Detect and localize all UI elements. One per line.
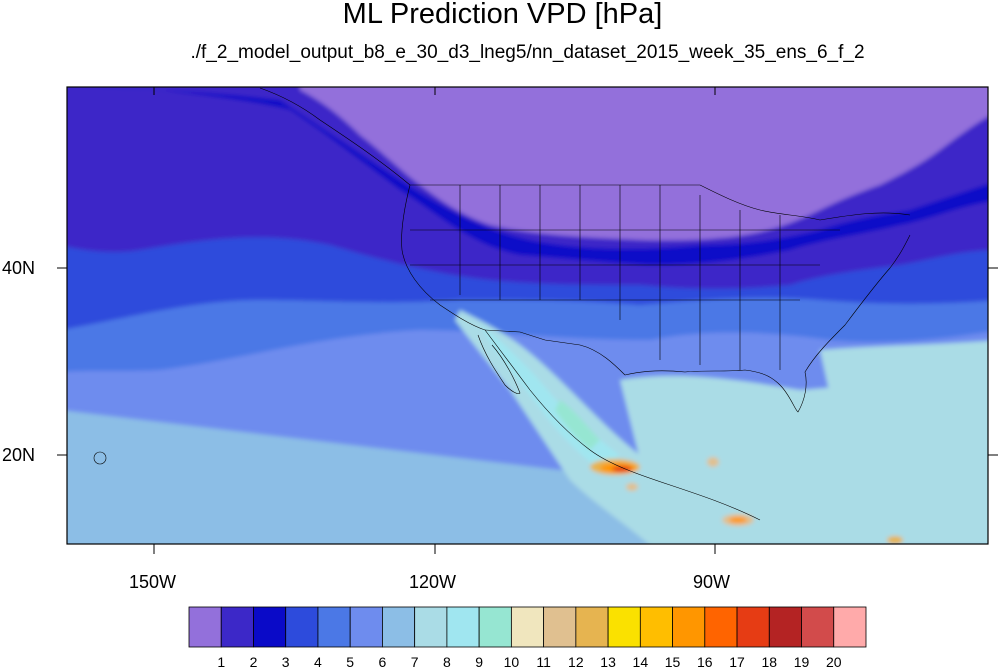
colorbar-tick-label: 6 bbox=[378, 654, 387, 670]
colorbar-tick-label: 4 bbox=[314, 654, 322, 670]
vpd-field bbox=[67, 87, 988, 544]
lon-label-150w: 150W bbox=[129, 572, 177, 592]
baja-california bbox=[477, 334, 521, 394]
colorbar-swatch bbox=[478, 606, 512, 648]
colorbar-swatch bbox=[768, 606, 802, 648]
lon-label-90w: 90W bbox=[693, 572, 731, 592]
colorbar-tick-label: 2 bbox=[249, 654, 258, 670]
hawaii bbox=[93, 451, 107, 465]
state-grid bbox=[410, 185, 840, 370]
colorbar-swatch bbox=[349, 606, 383, 648]
colorbar-tick-label: 9 bbox=[475, 654, 484, 670]
colorbar-swatch bbox=[801, 606, 835, 648]
colorbar-tick-label: 20 bbox=[825, 654, 842, 670]
map-title: ML Prediction VPD [hPa] bbox=[342, 0, 663, 30]
colorbar-swatch bbox=[285, 606, 319, 648]
colorbar-tick-label: 1 bbox=[217, 654, 226, 670]
colorbar-swatch bbox=[704, 606, 738, 648]
gulf-coast bbox=[624, 234, 911, 413]
vpd-map bbox=[57, 86, 998, 554]
colorbar-swatch bbox=[833, 606, 867, 648]
colorbar-swatch bbox=[510, 606, 545, 648]
lat-label-20n: 20N bbox=[2, 445, 36, 465]
colorbar-tick-label: 13 bbox=[600, 654, 616, 670]
mexico-pacific-coast bbox=[484, 329, 761, 521]
map-ticks bbox=[57, 87, 998, 554]
colorbar-tick-label: 8 bbox=[442, 654, 451, 670]
us-canada-border bbox=[410, 184, 911, 221]
colorbar-tick-label: 11 bbox=[536, 654, 551, 670]
colorbar-swatch bbox=[575, 606, 609, 648]
colorbar-swatch bbox=[382, 606, 416, 648]
colorbar-tick-label: 3 bbox=[281, 654, 290, 670]
colorbar-tick-label: 17 bbox=[729, 654, 745, 670]
map-subtitle: ./f_2_model_output_b8_e_30_d3_lneg5/nn_d… bbox=[190, 42, 865, 63]
lon-label-120w: 120W bbox=[409, 572, 457, 592]
colorbar-tick-label: 18 bbox=[761, 654, 778, 670]
colorbar-swatch bbox=[220, 606, 254, 648]
map-frame bbox=[66, 86, 989, 545]
colorbar-swatch bbox=[253, 606, 287, 648]
lat-label-40n: 40N bbox=[2, 258, 36, 278]
colorbar-tick-label: 12 bbox=[568, 654, 584, 670]
colorbar-swatch bbox=[446, 606, 480, 648]
colorbar-swatch bbox=[543, 606, 577, 648]
colorbar-tick-label: 16 bbox=[697, 654, 713, 670]
colorbar-swatch bbox=[672, 606, 706, 648]
boundary-lines bbox=[93, 87, 911, 521]
colorbar-swatch bbox=[639, 606, 673, 648]
colorbar-swatch bbox=[607, 606, 641, 648]
colorbar-tick-label: 5 bbox=[346, 654, 355, 670]
colorbar-tick-label: 14 bbox=[632, 654, 649, 670]
us-mexico-border bbox=[484, 329, 626, 376]
colorbar-tick-label: 10 bbox=[503, 654, 520, 670]
colorbar-tick-label: 19 bbox=[793, 654, 810, 670]
colorbar-swatch bbox=[317, 606, 351, 648]
colorbar-swatch bbox=[188, 606, 222, 648]
colorbar-swatch bbox=[414, 606, 448, 648]
colorbar-tick-label: 15 bbox=[664, 654, 681, 670]
us-west-coast bbox=[401, 184, 486, 331]
colorbar-tick-label: 7 bbox=[410, 654, 419, 670]
pacific-nw-coast bbox=[259, 87, 411, 186]
colorbar-swatch bbox=[736, 606, 770, 648]
